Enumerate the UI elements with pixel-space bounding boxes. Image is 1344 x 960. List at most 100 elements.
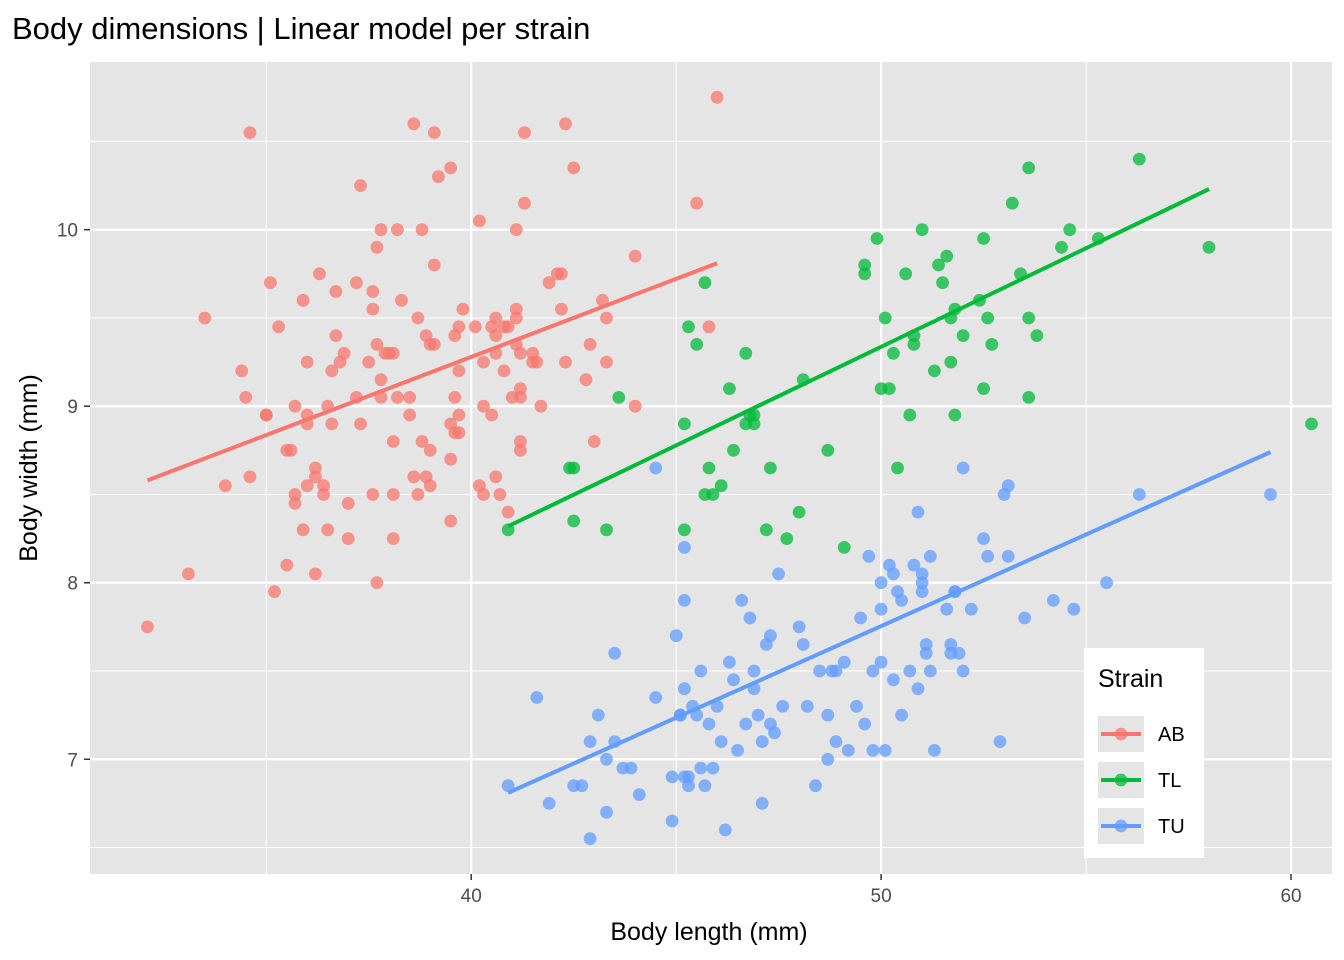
data-point-tu [915,576,929,590]
data-point-ab [423,479,437,493]
data-point-tu [1264,488,1277,501]
data-point-tl [759,523,773,537]
data-point-tl [878,311,892,325]
x-tick-label: 40 [461,886,482,907]
data-point-ab [272,320,285,334]
data-point-ab [264,276,277,290]
data-point-tl [1305,417,1318,431]
data-point-tu [608,646,622,660]
data-point-tu [575,779,589,793]
data-point-tu [841,744,855,757]
data-point-tl [1055,240,1068,254]
data-point-tu [694,761,708,775]
data-point-tu [862,549,876,563]
data-point-tl [887,346,900,360]
data-point-tu [956,664,970,678]
data-point-tu [678,541,691,554]
data-point-tl [936,276,949,290]
fit-lines [146,187,1272,795]
data-point-tl [739,346,753,360]
data-point-ab [141,620,154,634]
data-point-ab [280,558,294,572]
data-point-ab [690,196,704,210]
data-point-tu [915,567,929,581]
data-point-tu [632,788,646,801]
chart-title: Body dimensions | Linear model per strai… [12,11,590,46]
data-point-ab [403,391,417,404]
data-point-ab [411,488,425,501]
data-point-tl [1030,329,1044,342]
data-point-tl [698,276,712,290]
data-point-tl [915,223,929,237]
data-point-tl [882,382,896,395]
data-point-ab [329,329,343,342]
data-point-tu [837,655,851,669]
data-point-ab [444,452,458,466]
data-point-tu [1001,549,1015,563]
data-point-tu [874,602,888,616]
data-point-tu [764,629,777,643]
data-point-tu [1100,576,1113,590]
data-point-ab [407,117,421,131]
data-point-tu [698,779,712,793]
data-point-ab [477,355,490,369]
data-point-ab [243,126,257,139]
data-point-ab [366,488,380,501]
data-point-ab [501,505,515,519]
data-point-tu [895,708,908,722]
data-point-ab [509,302,523,316]
data-point-ab [473,214,486,228]
data-point-tu [755,735,769,748]
data-point-tl [837,541,851,554]
data-point-tu [919,646,933,660]
data-point-ab [628,399,642,413]
data-point-ab [341,532,355,545]
data-point-tu [866,744,880,757]
data-point-tl [985,338,999,351]
data-point-tu [874,576,888,590]
data-point-tu [952,646,966,660]
data-point-ab [386,532,400,545]
data-point-tu [624,761,638,775]
data-point-ab [489,311,503,325]
data-point-ab [337,346,351,360]
data-point-ab [489,470,503,484]
data-point-ab [432,170,445,184]
data-point-tl [977,232,990,245]
data-point-ab [386,488,400,501]
legend-label-ab: AB [1158,724,1185,746]
data-point-tl [944,355,958,369]
data-point-tl [928,364,941,378]
data-point-tu [682,779,695,793]
data-point-tl [714,479,728,493]
data-point-tu [1018,611,1031,625]
grid-lines [90,62,1332,874]
data-point-ab [395,293,408,307]
data-point-ab [411,311,425,325]
data-point-tu [829,735,843,748]
data-point-ab [583,338,597,351]
data-point-ab [354,417,367,431]
data-point-tu [755,797,769,810]
data-point-tu [1001,479,1015,493]
data-point-ab [350,276,363,290]
data-point-ab [313,267,326,281]
data-point-tl [956,329,970,342]
data-point-tl [1202,240,1216,254]
data-point-tl [567,514,581,528]
data-point-ab [423,443,437,457]
data-point-ab [407,470,421,484]
data-point-tl [899,267,913,281]
data-point-tu [928,744,941,757]
data-point-tu [977,532,990,545]
data-point-ab [296,293,310,307]
fit-line-tl [507,187,1210,529]
data-point-ab [509,223,523,237]
data-point-ab [427,338,441,351]
data-point-ab [468,320,482,334]
data-point-tu [735,594,749,607]
data-point-tu [583,832,597,846]
data-point-ab [370,240,384,254]
data-point-tl [948,408,962,422]
data-point-ab [317,479,330,493]
